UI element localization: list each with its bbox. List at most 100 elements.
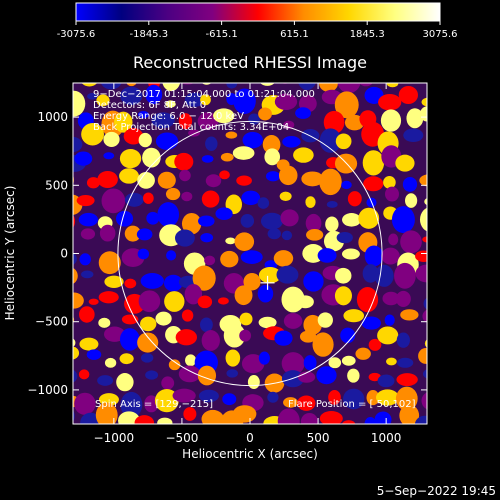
heatmap-blob: [184, 283, 203, 305]
heatmap-blob: [347, 191, 362, 207]
heatmap-blob: [281, 230, 293, 241]
heatmap-blob: [98, 317, 111, 328]
heatmap-blob: [283, 397, 299, 408]
heatmap-blob: [334, 91, 359, 119]
heatmap-blob: [234, 285, 253, 306]
heatmap-blob: [319, 411, 343, 424]
heatmap-blob: [378, 93, 402, 111]
heatmap-blob: [155, 311, 172, 326]
heatmap-blob: [56, 237, 71, 247]
heatmap-blob: [232, 146, 255, 160]
heatmap-blob: [103, 131, 120, 148]
heatmap-blob: [104, 357, 117, 368]
heatmap-blob: [347, 368, 360, 383]
heatmap-blob: [399, 404, 420, 424]
heatmap-blob: [76, 195, 95, 207]
heatmap-blob: [395, 290, 411, 308]
heatmap-blob: [201, 155, 214, 163]
heatmap-blob: [334, 286, 352, 306]
heatmap-blob: [247, 375, 260, 390]
heatmap-blob: [225, 237, 236, 245]
heatmap-blob: [419, 207, 427, 232]
colorbar-bar: [75, 2, 441, 22]
colorbar-ticks: -3075.6 -1845.3 -615.1 615.1 1845.3 3075.6: [57, 21, 458, 40]
heatmap-blob: [184, 92, 205, 107]
heatmap-blob: [165, 187, 181, 201]
heatmap-blob: [119, 148, 142, 169]
heatmap-blob: [73, 267, 78, 284]
heatmap-blob: [73, 369, 78, 383]
heatmap-blob: [319, 128, 342, 153]
heatmap-blob: [422, 236, 427, 243]
heatmap-blob: [103, 152, 115, 160]
heatmap-blob: [232, 405, 257, 423]
heatmap-blob: [157, 171, 176, 189]
heatmap-blob: [394, 262, 416, 289]
heatmap-blob: [421, 392, 427, 410]
x-tick-label: −500: [165, 431, 198, 445]
heatmap-blob: [382, 291, 400, 306]
heatmap-blob: [178, 113, 193, 130]
colorbar-tick-label: 615.1: [280, 29, 309, 40]
heatmap-blob: [198, 389, 219, 403]
heatmap-blob: [306, 229, 324, 241]
heatmap-blob: [201, 409, 225, 424]
heatmap-blob: [200, 94, 211, 106]
heatmap-blob: [241, 190, 261, 206]
heatmap-blob: [279, 191, 292, 201]
heatmap-blob: [384, 186, 400, 202]
heatmap-blob: [205, 136, 218, 152]
heatmap-blob: [146, 211, 160, 225]
heatmap-blob: [282, 136, 301, 148]
heatmap-blob: [381, 247, 400, 265]
heatmap-blob: [398, 85, 418, 105]
heatmap-blob: [340, 327, 356, 344]
heatmap-blob: [342, 388, 365, 410]
x-axis-ticks: −1000 −500 0 500 1000: [94, 83, 401, 445]
heatmap-blob: [402, 176, 418, 192]
heatmap-blob: [423, 297, 427, 310]
heatmap-blob: [240, 250, 263, 264]
colorbar-tick-label: 3075.6: [423, 29, 458, 40]
heatmap-blob: [326, 201, 338, 208]
heatmap-blob: [380, 109, 402, 132]
heatmap-blob: [341, 420, 356, 424]
heatmap-blob: [342, 213, 362, 227]
heatmap-blob: [429, 140, 440, 148]
heatmap-blob: [178, 365, 201, 383]
heatmap-blob: [366, 389, 380, 406]
heatmap-blob: [197, 295, 213, 309]
render-timestamp: 5−Sep−2022 19:45: [377, 484, 496, 498]
heatmap-blob: [155, 132, 179, 150]
heatmap-blob: [97, 170, 118, 188]
heatmap-blob: [115, 210, 134, 227]
chart-title: Reconstructed RHESSI Image: [133, 53, 367, 72]
heatmap-blob: [418, 348, 427, 364]
heatmap-blob: [239, 329, 252, 342]
heatmap-blob: [119, 168, 139, 184]
heatmap-blob: [166, 250, 177, 261]
heatmap-blob: [192, 265, 216, 291]
colorbar-tick-label: 1845.3: [350, 29, 385, 40]
heatmap-blob: [397, 357, 414, 368]
heatmap-blob: [215, 207, 233, 221]
heatmap-blob: [157, 417, 173, 424]
heatmap-blob: [414, 415, 427, 424]
heatmap-blob: [383, 175, 396, 189]
heatmap-blob: [99, 224, 116, 242]
heatmap-blob: [358, 207, 380, 229]
heatmap-blob: [334, 153, 358, 174]
heatmap-blob: [361, 316, 382, 330]
heatmap-blob: [421, 97, 427, 107]
heatmap-blob: [362, 150, 385, 176]
heatmap-blob: [344, 114, 365, 131]
y-tick-label: 500: [45, 178, 68, 192]
flare-marker: [260, 275, 275, 290]
heatmap-blob: [243, 272, 261, 291]
heatmap-blob: [183, 407, 197, 421]
heatmap-blob: [81, 83, 98, 87]
heatmap-blob: [123, 128, 144, 145]
heatmap-blob: [234, 232, 255, 251]
heatmap-blob: [300, 412, 319, 424]
